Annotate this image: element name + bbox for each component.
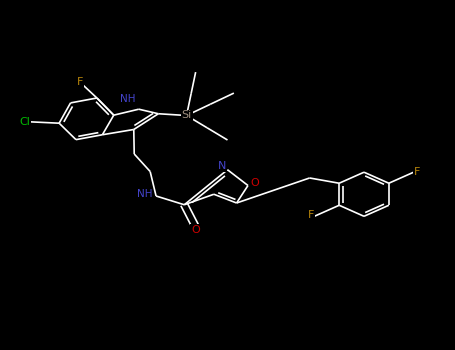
Text: O: O	[191, 225, 200, 235]
Text: NH: NH	[120, 94, 135, 104]
Text: O: O	[250, 178, 259, 188]
Text: N: N	[218, 161, 226, 171]
Text: F: F	[308, 210, 314, 219]
Text: Cl: Cl	[20, 117, 30, 127]
Text: F: F	[76, 77, 83, 87]
Text: NH: NH	[137, 189, 152, 199]
Text: F: F	[414, 167, 420, 177]
Text: Si: Si	[182, 111, 192, 120]
